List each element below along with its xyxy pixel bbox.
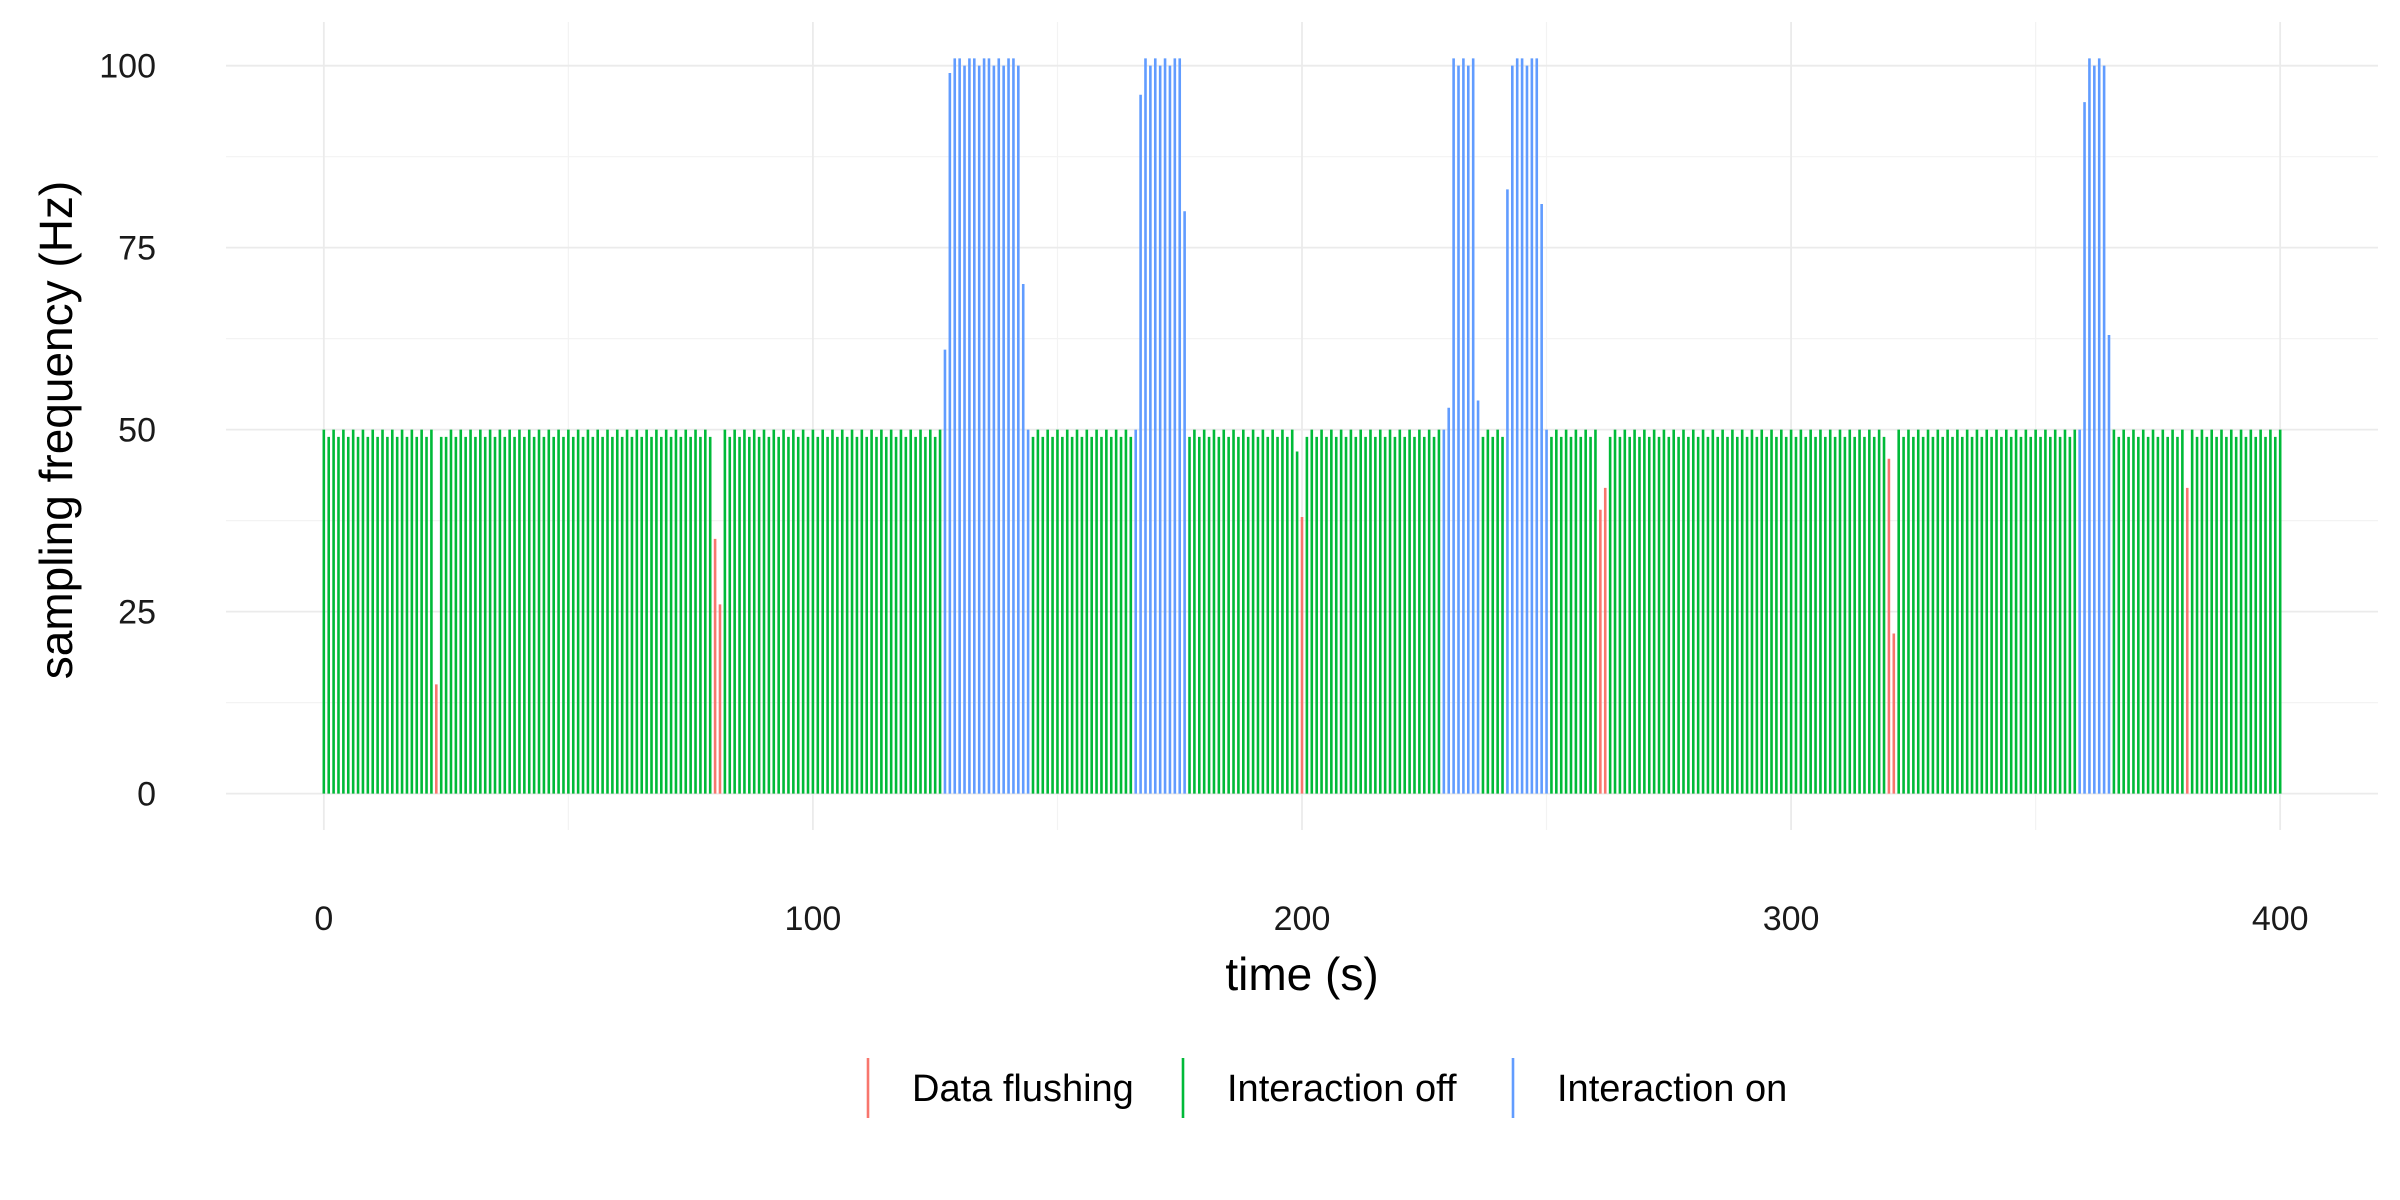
y-tick-label: 50 <box>118 412 156 450</box>
x-tick-label: 200 <box>1274 900 1331 938</box>
tick-labels: 0 25 50 75 100 0 100 200 300 400 <box>99 48 2308 938</box>
bar-marks <box>322 58 2282 794</box>
x-tick-label: 300 <box>1763 900 1820 938</box>
x-tick-label: 0 <box>314 900 333 938</box>
legend-label: Interaction off <box>1227 1068 1457 1110</box>
legend-label: Interaction on <box>1557 1068 1787 1110</box>
y-tick-label: 0 <box>137 776 156 814</box>
y-tick-label: 25 <box>118 594 156 632</box>
legend: Data flushing Interaction off Interaction … <box>866 1058 1787 1118</box>
y-axis-title: sampling frequency (Hz) <box>30 181 82 680</box>
x-tick-label: 400 <box>2252 900 2309 938</box>
y-tick-label: 100 <box>99 48 156 86</box>
x-axis-title: time (s) <box>1225 948 1378 1000</box>
y-tick-label: 75 <box>118 230 156 268</box>
x-tick-label: 100 <box>785 900 842 938</box>
legend-label: Data flushing <box>912 1068 1134 1110</box>
